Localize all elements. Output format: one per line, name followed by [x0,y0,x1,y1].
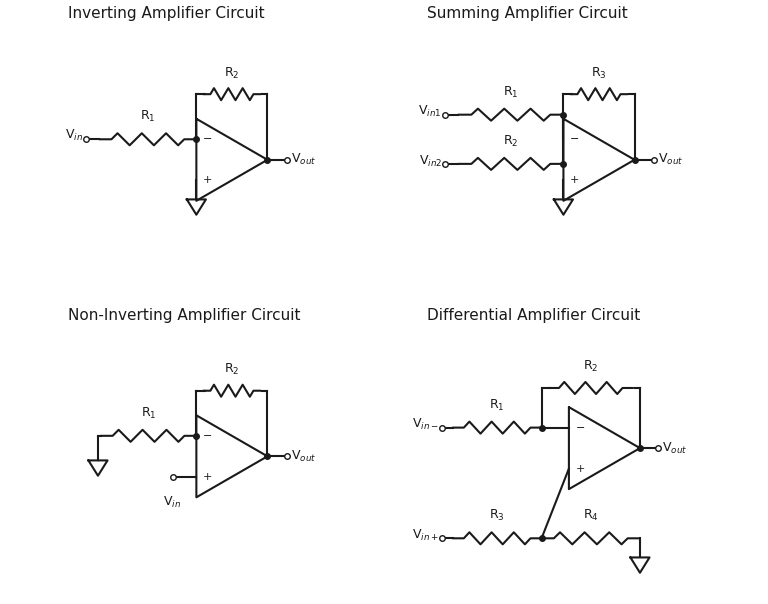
Text: R$_3$: R$_3$ [591,65,607,80]
Text: R$_4$: R$_4$ [583,508,599,523]
Text: R$_1$: R$_1$ [140,109,156,124]
Text: Non-Inverting Amplifier Circuit: Non-Inverting Amplifier Circuit [68,307,300,323]
Text: Inverting Amplifier Circuit: Inverting Amplifier Circuit [68,5,264,21]
Text: V$_{in1}$: V$_{in1}$ [419,104,442,120]
Text: R$_2$: R$_2$ [503,133,518,149]
Text: +: + [571,175,580,185]
Text: −: − [576,423,585,432]
Text: V$_{out}$: V$_{out}$ [290,152,316,167]
Text: R$_1$: R$_1$ [489,397,505,413]
Text: V$_{in-}$: V$_{in-}$ [412,417,439,432]
Text: −: − [204,431,213,441]
Text: V$_{out}$: V$_{out}$ [662,440,687,455]
Text: V$_{out}$: V$_{out}$ [290,449,316,464]
Text: −: − [571,134,580,144]
Text: V$_{in2}$: V$_{in2}$ [419,153,442,169]
Text: −: − [204,134,213,144]
Text: V$_{in}$: V$_{in}$ [163,495,180,510]
Text: +: + [204,175,213,185]
Text: V$_{out}$: V$_{out}$ [657,152,683,167]
Text: R$_1$: R$_1$ [503,85,518,100]
Text: R$_2$: R$_2$ [224,362,240,377]
Text: R$_3$: R$_3$ [489,508,505,523]
Text: Differential Amplifier Circuit: Differential Amplifier Circuit [427,307,640,323]
Text: V$_{in+}$: V$_{in+}$ [412,528,439,543]
Text: R$_2$: R$_2$ [224,65,240,80]
Text: +: + [204,472,213,482]
Text: +: + [576,464,585,474]
Text: V$_{in}$: V$_{in}$ [65,127,83,143]
Text: R$_2$: R$_2$ [583,359,598,374]
Text: R$_1$: R$_1$ [141,406,157,421]
Text: Summing Amplifier Circuit: Summing Amplifier Circuit [427,5,627,21]
